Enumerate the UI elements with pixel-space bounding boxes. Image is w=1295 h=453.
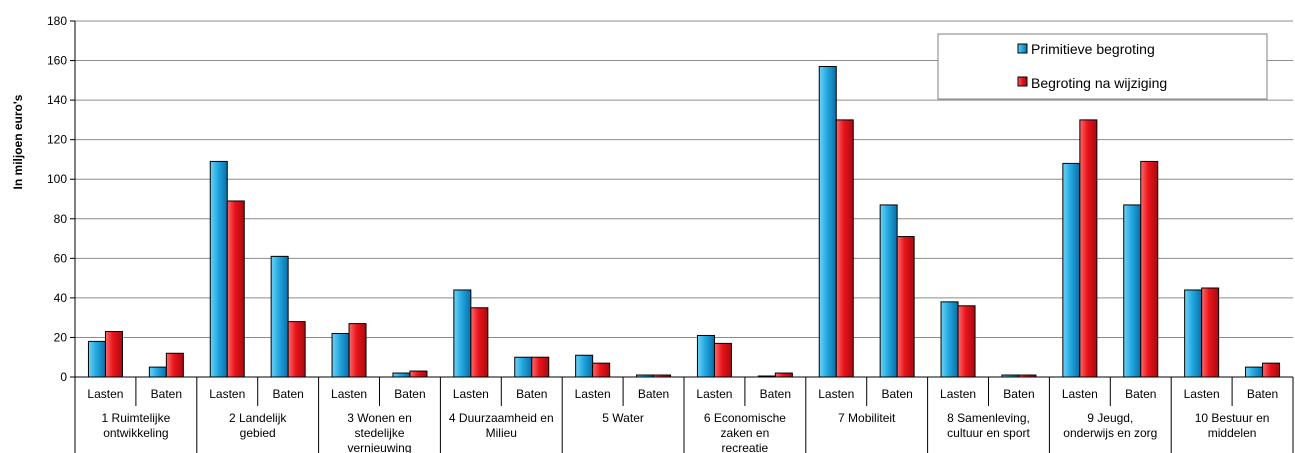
bar-primitieve-begroting (209, 160, 228, 378)
bar-primitieve-begroting (87, 340, 106, 378)
x-group-label: 3 Wonen en stedelijke vernieuwing (347, 411, 412, 453)
x-group-label: 2 Landelijk gebied (229, 411, 287, 440)
x-category-label: Baten (151, 387, 182, 401)
bar-begroting-na-wijziging (470, 307, 489, 378)
bar-begroting-na-wijziging (1140, 160, 1159, 378)
legend-box (937, 33, 1268, 100)
bar-primitieve-begroting (270, 255, 289, 378)
legend-swatch-begroting-na-wijziging (1017, 76, 1028, 87)
bar-begroting-na-wijziging (348, 323, 367, 378)
bar-primitieve-begroting (453, 289, 472, 378)
y-axis-label: In miljoen euro's (11, 94, 25, 189)
x-category-label: Lasten (1062, 387, 1098, 401)
y-tick-label: 160 (47, 54, 67, 68)
legend-label-primitieve-begroting: Primitieve begroting (1031, 41, 1155, 57)
x-category-label: Baten (881, 387, 912, 401)
bar-primitieve-begroting (696, 334, 715, 378)
bar-primitieve-begroting (331, 332, 350, 378)
y-axis-ticks: 0 20 40 60 80 100 120 140 160 180 (47, 14, 76, 384)
y-tick-label: 20 (54, 330, 68, 344)
x-category-label: Lasten (940, 387, 976, 401)
x-category-label: Baten (1247, 387, 1278, 401)
bar-begroting-na-wijziging (287, 321, 306, 378)
x-category-label: Baten (516, 387, 547, 401)
bar-primitieve-begroting (575, 354, 594, 378)
bar-begroting-na-wijziging (165, 352, 184, 378)
bar-begroting-na-wijziging (713, 342, 732, 378)
x-category-label: Baten (1125, 387, 1156, 401)
bar-begroting-na-wijziging (104, 331, 123, 378)
bar-primitieve-begroting (818, 65, 837, 378)
bar-primitieve-begroting (148, 366, 167, 378)
x-category-label: Baten (638, 387, 669, 401)
x-group-label: 1 Ruimtelijke ontwikkeling (102, 411, 171, 440)
legend: Primitieve begroting Begroting na wijzig… (937, 33, 1268, 100)
x-category-label: Lasten (696, 387, 732, 401)
bar-begroting-na-wijziging (957, 305, 976, 378)
bar-primitieve-begroting (1062, 162, 1081, 378)
bar-primitieve-begroting (392, 372, 411, 378)
x-category-label: Lasten (1184, 387, 1220, 401)
bar-primitieve-begroting (1123, 204, 1142, 378)
bar-primitieve-begroting (1184, 289, 1203, 378)
x-category-label: Lasten (818, 387, 854, 401)
x-axis: Lasten Baten Lasten Baten Lasten Baten Lasten B… (74, 376, 1294, 453)
x-category-label: Lasten (453, 387, 489, 401)
x-category-label: Lasten (575, 387, 611, 401)
y-tick-label: 140 (47, 93, 67, 107)
x-group-label: 7 Mobiliteit (838, 411, 896, 425)
bar-begroting-na-wijziging (531, 356, 550, 378)
y-tick-label: 180 (47, 14, 67, 28)
y-tick-label: 60 (54, 251, 68, 265)
x-group-label: 10 Bestuur en middelen (1195, 411, 1270, 440)
bars (87, 65, 1281, 378)
x-category-label: Baten (394, 387, 425, 401)
bar-begroting-na-wijziging (409, 370, 428, 378)
x-group-label: 6 Economische zaken en recreatie (704, 411, 786, 453)
x-group-label: 8 Samenleving, cultuur en sport (947, 411, 1030, 440)
y-tick-label: 80 (54, 212, 68, 226)
bar-primitieve-begroting (514, 356, 533, 378)
y-tick-label: 40 (54, 291, 68, 305)
legend-label-begroting-na-wijziging: Begroting na wijziging (1031, 75, 1167, 91)
x-category-label: Lasten (209, 387, 245, 401)
bar-primitieve-begroting (879, 204, 898, 378)
bar-begroting-na-wijziging (896, 236, 915, 378)
bar-begroting-na-wijziging (592, 362, 611, 378)
bar-begroting-na-wijziging (1201, 287, 1220, 378)
bar-begroting-na-wijziging (226, 200, 245, 378)
x-group-label: 9 Jeugd, onderwijs en zorg (1063, 411, 1157, 440)
x-category-label: Lasten (331, 387, 367, 401)
legend-swatch-primitieve-begroting (1017, 43, 1028, 54)
y-tick-label: 120 (47, 133, 67, 147)
x-group-label: 5 Water (602, 411, 644, 425)
y-tick-label: 100 (47, 172, 67, 186)
bar-begroting-na-wijziging (1079, 119, 1098, 378)
y-tick-label: 0 (60, 370, 67, 384)
bar-begroting-na-wijziging (1262, 362, 1281, 378)
bar-primitieve-begroting (1245, 366, 1264, 378)
x-category-label: Baten (1003, 387, 1034, 401)
x-category-label: Lasten (87, 387, 123, 401)
x-category-label: Baten (272, 387, 303, 401)
x-category-label: Baten (760, 387, 791, 401)
bar-begroting-na-wijziging (835, 119, 854, 378)
x-group-label: 4 Duurzaamheid en Milieu (449, 411, 554, 440)
bar-begroting-na-wijziging (774, 372, 793, 378)
bar-primitieve-begroting (940, 301, 959, 378)
